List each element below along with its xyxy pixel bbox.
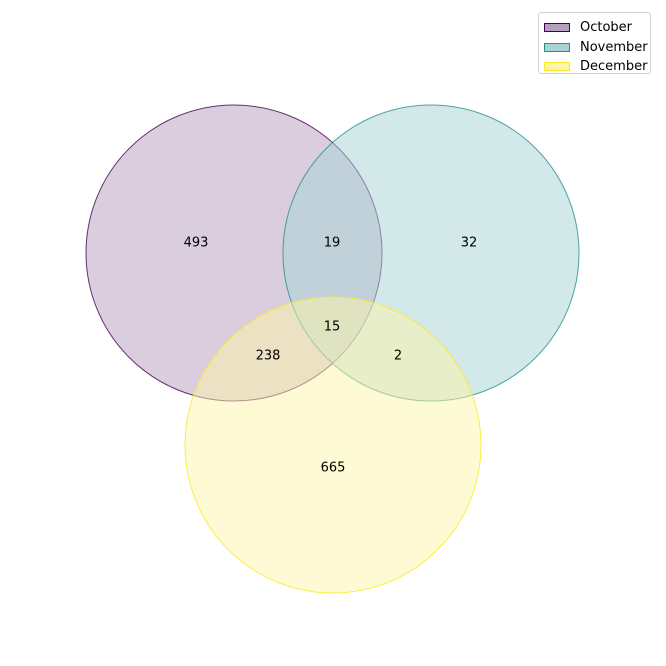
legend-item-november: November	[544, 38, 650, 58]
legend-item-october: October	[544, 18, 650, 38]
legend-label-october: October	[580, 20, 633, 36]
region-label-october-november: 19	[324, 236, 341, 251]
legend-item-december: December	[544, 57, 650, 77]
region-labels: 493 32 19 15 238 2 665	[184, 236, 478, 476]
legend: October November December	[538, 12, 651, 74]
legend-label-december: December	[580, 59, 648, 75]
legend-label-november: November	[580, 39, 648, 55]
region-label-october-december: 238	[256, 349, 281, 364]
region-label-november-december: 2	[394, 349, 402, 364]
region-label-all-three: 15	[324, 320, 341, 335]
legend-swatch-december	[544, 62, 570, 72]
region-label-december-only: 665	[321, 461, 346, 476]
legend-swatch-october	[544, 23, 570, 33]
region-label-november-only: 32	[461, 236, 478, 251]
legend-swatch-november	[544, 42, 570, 52]
set-circles	[85, 104, 580, 594]
set-circle-december	[184, 296, 482, 594]
region-label-october-only: 493	[184, 236, 209, 251]
